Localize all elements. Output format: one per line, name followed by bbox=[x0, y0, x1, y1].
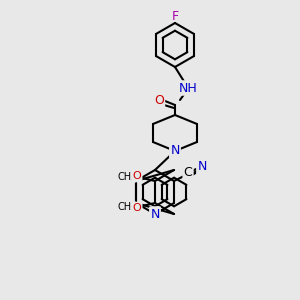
Text: N: N bbox=[170, 145, 180, 158]
Text: N: N bbox=[150, 208, 160, 220]
Text: CH₃: CH₃ bbox=[118, 172, 136, 182]
Text: CH₃: CH₃ bbox=[118, 202, 136, 212]
Text: O: O bbox=[133, 171, 141, 181]
Text: C: C bbox=[184, 167, 192, 179]
Text: F: F bbox=[171, 10, 178, 22]
Text: N: N bbox=[197, 160, 207, 173]
Text: NH: NH bbox=[178, 82, 197, 94]
Text: O: O bbox=[133, 203, 141, 213]
Text: O: O bbox=[154, 94, 164, 107]
